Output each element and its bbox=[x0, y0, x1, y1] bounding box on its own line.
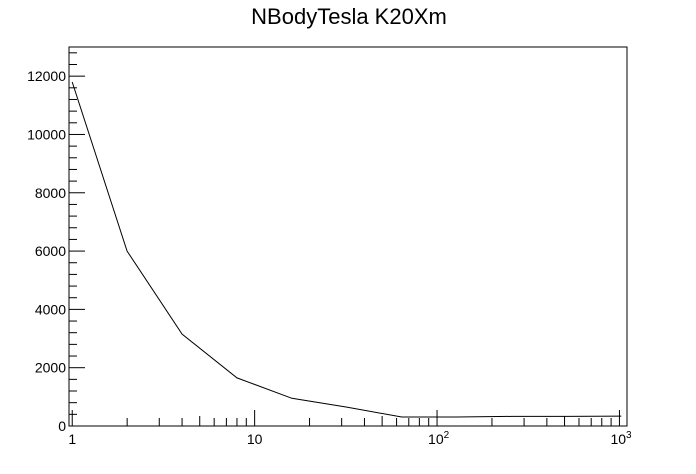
x-tick-label: 10 bbox=[247, 431, 263, 447]
y-axis: 0 2000 4000 6000 8000 10000 12000 bbox=[27, 52, 85, 434]
series-line bbox=[71, 81, 622, 418]
series-layer bbox=[71, 81, 622, 418]
x-axis: 1 10 102 103 bbox=[68, 410, 632, 447]
x-tick-label: 103 bbox=[610, 430, 632, 447]
x-tick-label: 102 bbox=[428, 430, 450, 447]
y-tick-label: 10000 bbox=[27, 126, 66, 142]
y-tick-label: 4000 bbox=[35, 301, 66, 317]
y-tick-label: 6000 bbox=[35, 243, 66, 259]
y-tick-label: 0 bbox=[58, 418, 66, 434]
y-tick-label: 12000 bbox=[27, 68, 66, 84]
chart-title: NBodyTesla K20Xm bbox=[251, 4, 447, 29]
y-tick-label: 8000 bbox=[35, 185, 66, 201]
plot-frame bbox=[68, 46, 628, 427]
x-tick-label: 1 bbox=[68, 431, 76, 447]
y-tick-label: 2000 bbox=[35, 360, 66, 376]
